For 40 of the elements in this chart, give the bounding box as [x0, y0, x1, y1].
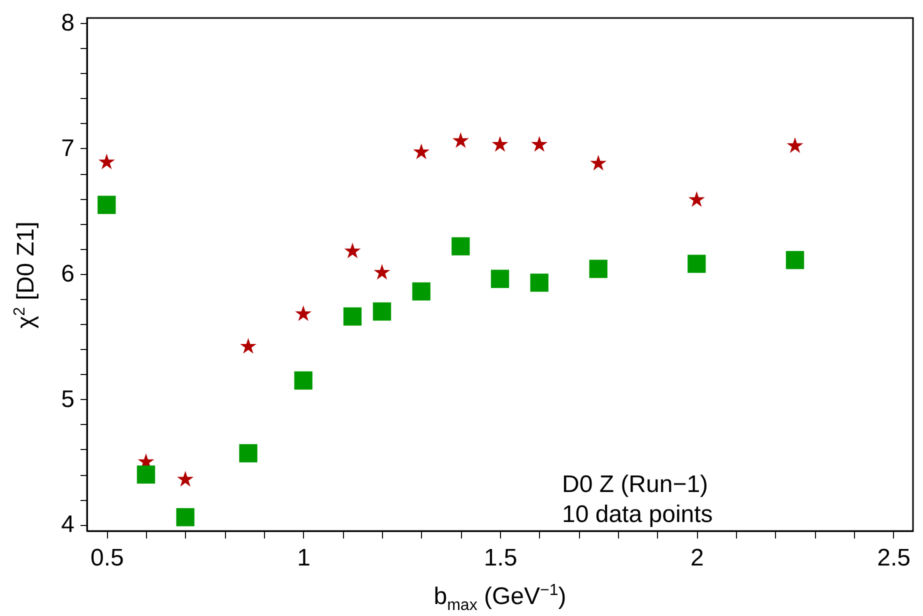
point	[452, 237, 470, 256]
annotation: D0 Z (Run−1)	[562, 470, 710, 500]
point	[343, 307, 362, 326]
point	[492, 136, 508, 152]
y-tick-label: 4	[61, 511, 74, 538]
x-tick-label: 2	[690, 544, 704, 572]
y-tick-label: 8	[61, 10, 74, 37]
x-tick-label: 0.5	[90, 544, 124, 572]
point	[688, 254, 706, 273]
point	[412, 282, 430, 301]
point	[374, 264, 390, 280]
y-tick-label: 5	[61, 386, 74, 413]
point	[372, 302, 392, 321]
point	[531, 136, 548, 152]
point	[295, 305, 312, 322]
point	[490, 270, 510, 288]
point	[344, 242, 361, 258]
point	[786, 250, 804, 270]
point	[239, 444, 258, 462]
point	[452, 132, 469, 148]
x-tick-label: 2.5	[877, 544, 911, 572]
x-axis-title: b$_{max}$ (GeV$^{−1}$)	[434, 582, 566, 615]
point	[98, 154, 115, 170]
point	[530, 274, 548, 292]
y-tick-label: 7	[61, 134, 74, 162]
point	[176, 508, 194, 526]
point	[590, 154, 607, 170]
point	[589, 260, 608, 278]
point	[294, 371, 312, 390]
point	[98, 196, 116, 214]
point	[413, 144, 430, 160]
point	[688, 191, 705, 207]
x-tick-label: 1	[297, 544, 311, 572]
point	[136, 465, 156, 484]
y-tick-label: 6	[61, 260, 74, 288]
point	[240, 338, 257, 354]
x-tick-label: 1.5	[484, 544, 518, 572]
point	[177, 470, 194, 487]
annotation: 10 data points	[562, 500, 713, 530]
point	[786, 137, 804, 153]
